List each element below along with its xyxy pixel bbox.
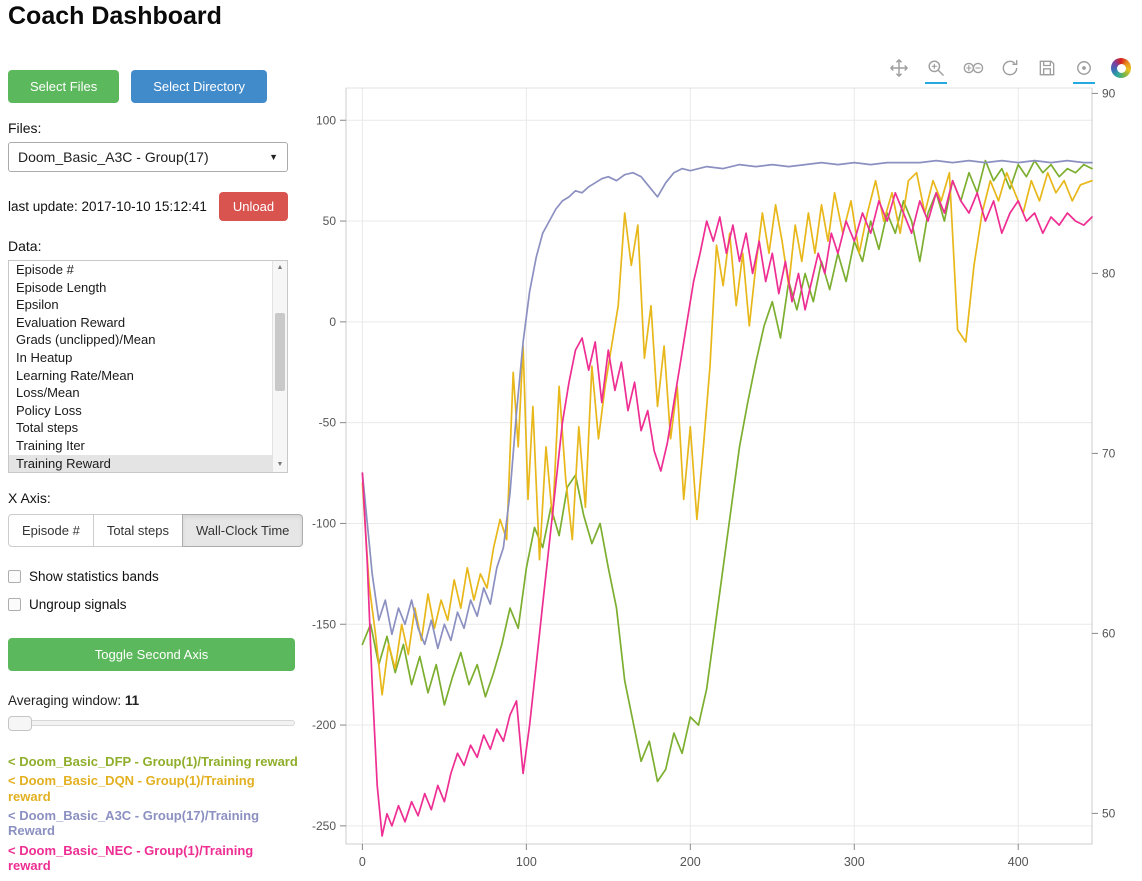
x-axis-option-wall-clock[interactable]: Wall-Clock Time [181, 514, 304, 547]
data-list-item[interactable]: Loss/Mean [16, 385, 80, 401]
series-line [361, 171, 1093, 696]
ungroup-signals-label: Ungroup signals [29, 597, 127, 612]
x-tick-label: 0 [359, 855, 366, 869]
slider-handle[interactable] [8, 716, 32, 731]
x-axis-button-group: Episode # Total steps Wall-Clock Time [8, 514, 304, 547]
chart-toolbar [888, 58, 1132, 84]
x-axis-label: X Axis: [8, 490, 51, 506]
scroll-up-icon[interactable]: ▲ [276, 264, 284, 271]
y-right-tick-label: 50 [1102, 806, 1116, 820]
y-left-tick-label: 0 [329, 315, 336, 329]
chart-panel: 0 100 200 300 400 100 50 0 -50 -100 -150 -200 -250 90… [300, 50, 1142, 881]
ungroup-signals-row: Ungroup signals [8, 597, 298, 612]
legend-entry-nec[interactable]: < Doom_Basic_NEC - Group(1)/Training rew… [8, 842, 254, 873]
files-select-value: Doom_Basic_A3C - Group(17) [18, 149, 209, 165]
averaging-window-value: 11 [124, 693, 140, 708]
hover-icon[interactable] [1073, 58, 1095, 84]
data-list-item[interactable]: Learning Rate/Mean [16, 367, 134, 383]
data-list-item-selected[interactable]: Training Reward [9, 454, 287, 472]
bokeh-logo-icon[interactable] [1110, 58, 1132, 84]
show-statistics-bands-label: Show statistics bands [29, 569, 159, 584]
x-tick-label: 400 [1008, 855, 1029, 869]
averaging-window-row: Averaging window: 11 [8, 693, 298, 708]
pan-icon[interactable] [888, 58, 910, 84]
legend-entry-dfp[interactable]: < Doom_Basic_DFP - Group(1)/Training rew… [8, 754, 298, 769]
y-right-tick-label: 80 [1102, 266, 1116, 280]
y-right-tick-label: 70 [1102, 446, 1116, 460]
y-right-tick-label: 60 [1102, 626, 1116, 640]
scrollbar-thumb[interactable] [275, 313, 285, 391]
data-list-item[interactable]: Episode Length [16, 279, 107, 295]
last-update-row: last update: 2017-10-10 15:12:41 Unload [8, 192, 298, 221]
averaging-window-slider[interactable] [8, 716, 295, 731]
y-left-tick-label: -50 [319, 416, 337, 430]
data-list-item[interactable]: Policy Loss [16, 402, 82, 418]
ungroup-signals-checkbox[interactable] [8, 598, 21, 611]
reset-icon[interactable] [999, 58, 1021, 84]
legend: < Doom_Basic_DFP - Group(1)/Training rew… [8, 754, 298, 873]
y-left-tick-label: 50 [323, 214, 337, 228]
show-statistics-bands-row: Show statistics bands [8, 569, 298, 584]
y-left-tick-label: -100 [312, 516, 336, 530]
data-list-item[interactable]: Epsilon [16, 297, 59, 313]
scroll-down-icon[interactable]: ▼ [276, 461, 284, 468]
sidebar: Select Files Select Directory Files: Doo… [8, 70, 304, 877]
data-list-item[interactable]: Total steps [16, 420, 79, 436]
select-directory-button[interactable]: Select Directory [131, 70, 267, 103]
bokeh-logo [1111, 58, 1131, 78]
x-tick-label: 100 [516, 855, 537, 869]
data-list-item[interactable]: Grads (unclipped)/Mean [16, 332, 156, 348]
data-listbox: Episode # Episode Length Epsilon Evaluat… [8, 260, 288, 473]
y-left-tick-label: -150 [312, 617, 336, 631]
series-line [361, 159, 1093, 783]
y-left-tick-label: -250 [312, 819, 336, 833]
series-line [361, 179, 1093, 837]
legend-entry-a3c[interactable]: < Doom_Basic_A3C - Group(17)/Training Re… [8, 807, 260, 839]
data-label: Data: [8, 238, 42, 254]
toggle-second-axis-button[interactable]: Toggle Second Axis [8, 638, 295, 671]
y-left-tick-label: 100 [316, 113, 336, 127]
box-zoom-icon[interactable] [925, 58, 947, 84]
show-statistics-bands-checkbox[interactable] [8, 570, 21, 583]
data-list-item[interactable]: Evaluation Reward [16, 314, 126, 330]
plot-area[interactable]: 0 100 200 300 400 100 50 0 -50 -100 -150 -200 -250 90… [300, 82, 1140, 879]
wheel-zoom-icon[interactable] [962, 58, 984, 84]
files-select[interactable]: Doom_Basic_A3C - Group(17) ▼ [8, 142, 288, 172]
series-line [361, 159, 1093, 650]
averaging-window-label: Averaging window: [8, 693, 122, 708]
chevron-down-icon: ▼ [269, 152, 278, 162]
unload-button[interactable]: Unload [218, 192, 289, 221]
listbox-scrollbar[interactable]: ▲ ▼ [272, 261, 287, 472]
y-right-tick-label: 90 [1102, 86, 1116, 100]
files-label: Files: [8, 120, 42, 136]
x-tick-label: 300 [844, 855, 865, 869]
y-left-tick-label: -200 [312, 718, 336, 732]
save-icon[interactable] [1036, 58, 1058, 84]
data-list-item[interactable]: Episode # [16, 262, 74, 277]
data-list-item[interactable]: In Heatup [16, 349, 73, 365]
x-tick-label: 200 [680, 855, 701, 869]
select-files-button[interactable]: Select Files [8, 70, 120, 103]
last-update-text: last update: 2017-10-10 15:12:41 [8, 199, 207, 214]
x-axis-option-episode[interactable]: Episode # [8, 514, 94, 547]
data-list-item[interactable]: Training Iter [16, 437, 85, 453]
page-title: Coach Dashboard [8, 2, 222, 30]
legend-entry-dqn[interactable]: < Doom_Basic_DQN - Group(1)/Training rew… [8, 773, 255, 804]
file-buttons-row: Select Files Select Directory [8, 70, 298, 103]
x-axis-option-total-steps[interactable]: Total steps [92, 514, 183, 547]
